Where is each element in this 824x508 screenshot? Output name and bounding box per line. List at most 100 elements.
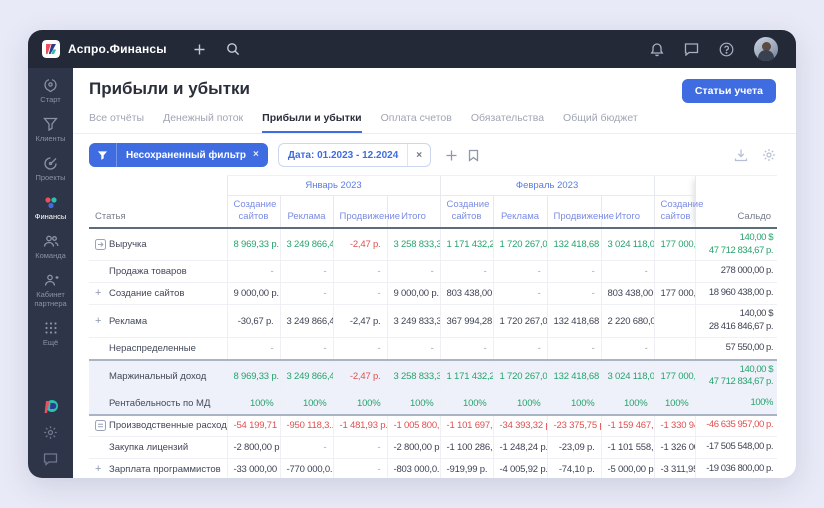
avatar[interactable] [754,37,778,61]
value-cell: 3 024 118,0... [600,227,655,262]
sidebar-item-label: Команда [35,251,66,260]
row-label[interactable]: Продажа товаров [89,260,227,284]
sidebar-item-partner[interactable]: Кабинет партнера [28,267,73,315]
value-cell: - [332,337,387,360]
value-cell [653,337,696,360]
value-cell: -30,67 р. [226,304,280,338]
value-cell: 177 000,00 р [653,358,696,394]
tab-budget[interactable]: Общий бюджет [563,112,638,124]
tab-all-reports[interactable]: Все отчёты [89,112,145,124]
funnel-icon [30,117,71,132]
value-cell: - [332,260,387,284]
value-cell: 100% [439,392,494,416]
column-header: Реклама [279,195,333,229]
add-filter-icon[interactable] [445,149,458,162]
value-cell: 1 720 267,0... [492,358,548,394]
value-cell: - [226,337,280,360]
sidebar-item-finance[interactable]: Финансы [28,189,73,228]
sidebar-item-team[interactable]: Команда [28,228,73,267]
month-group-header-empty [653,175,696,196]
value-cell: - [279,436,333,460]
unsaved-filter-chip[interactable]: Несохраненный фильтр × [89,143,268,167]
tab-cash-flow[interactable]: Денежный поток [163,112,244,124]
value-cell: 1 171 432,2... [439,227,494,262]
value-cell: -1 330 949,... [653,413,696,438]
add-icon[interactable]: + [95,287,102,300]
value-cell: 1 720 267,0... [492,227,548,262]
value-cell: - [546,282,602,306]
feedback-icon[interactable] [43,452,58,468]
sidebar-item-more[interactable]: Ещё [28,315,73,354]
gear-icon[interactable] [43,425,58,441]
main-content: Прибыли и убытки Статьи учета Все отчёты… [73,68,796,478]
tab-obligations[interactable]: Обязательства [470,112,545,124]
bookmark-icon[interactable] [468,149,479,162]
value-cell: -2 800,00 р. [386,436,441,460]
row-label[interactable]: + Создание сайтов [89,282,227,306]
value-cell: 177 000,00 р [653,282,696,306]
value-cell: - [386,337,441,360]
value-cell: - [492,260,548,284]
row-label[interactable]: + Реклама [89,304,227,338]
value-cell: -1 248,24 р. [492,436,548,460]
sidebar-item-clients[interactable]: Клиенты [28,111,73,150]
row-label[interactable]: Рентабельность по МД [89,392,227,416]
add-icon[interactable]: + [95,314,102,327]
column-header: Реклама [492,195,548,229]
download-icon[interactable] [734,148,748,162]
funnel-icon[interactable] [89,143,117,167]
remove-date-filter-icon[interactable]: × [407,144,430,166]
value-cell: 100% [279,392,333,416]
row-label[interactable]: Закупка лицензий [89,436,227,460]
value-cell: - [332,282,387,306]
help-icon[interactable] [719,42,734,57]
value-cell: -2 800,00 р. [226,436,280,460]
add-icon[interactable] [193,43,206,56]
collapse-icon[interactable] [95,420,109,432]
value-cell: - [279,260,333,284]
projects-icon [30,156,71,171]
value-cell: -1 159 467,... [600,413,655,438]
row-label[interactable]: Производственные расходы [89,413,227,438]
expand-icon[interactable] [95,239,109,251]
add-icon[interactable]: + [95,463,102,476]
row-label[interactable]: + Зарплата программистов [89,458,227,478]
sidebar-item-label: Кабинет партнера [34,290,67,308]
search-icon[interactable] [226,42,240,56]
column-header-article: Статья [89,175,227,229]
value-cell: 140,00 $28 416 846,67 р. [694,304,778,338]
app-logo-icon[interactable] [42,398,60,414]
value-cell: 18 960 438,00 р. [694,282,778,306]
remove-filter-icon[interactable]: × [252,149,259,160]
sidebar-item-projects[interactable]: Проекты [28,150,73,189]
page-title: Прибыли и убытки [89,79,250,98]
date-filter-chip[interactable]: Дата: 01.2023 - 12.2024 × [277,143,432,167]
value-cell: -46 635 957,00 р. [694,413,778,438]
tab-invoices[interactable]: Оплата счетов [380,112,452,124]
row-label[interactable]: Маржинальный доход [89,358,227,394]
app-logo-icon[interactable] [42,40,60,58]
column-header: Создание сайтов [226,195,280,229]
value-cell: - [439,260,494,284]
value-cell: - [386,260,441,284]
value-cell: -950 118,3... [279,413,333,438]
accounting-items-button[interactable]: Статьи учета [681,79,776,103]
value-cell: 3 249 833,3... [386,304,441,338]
value-cell: 8 969,33 р. [226,227,280,262]
value-cell: -74,10 р. [546,458,602,478]
table-settings-icon[interactable] [762,148,776,162]
grid-icon [30,321,71,336]
row-label[interactable]: Выручка [89,227,227,262]
row-label[interactable]: Нераспределенные [89,337,227,360]
chat-icon[interactable] [684,42,699,56]
value-cell: 8 969,33 р. [226,358,280,394]
value-cell: 3 258 833,3... [386,358,441,394]
sidebar-item-start[interactable]: Старт [28,72,73,111]
month-group-header: Февраль 2023 [439,175,655,196]
bell-icon[interactable] [650,42,664,57]
value-cell: 1 720 267,0... [492,304,548,338]
tab-pnl[interactable]: Прибыли и убытки [262,112,362,133]
date-filter-label[interactable]: Дата: 01.2023 - 12.2024 [287,149,399,161]
